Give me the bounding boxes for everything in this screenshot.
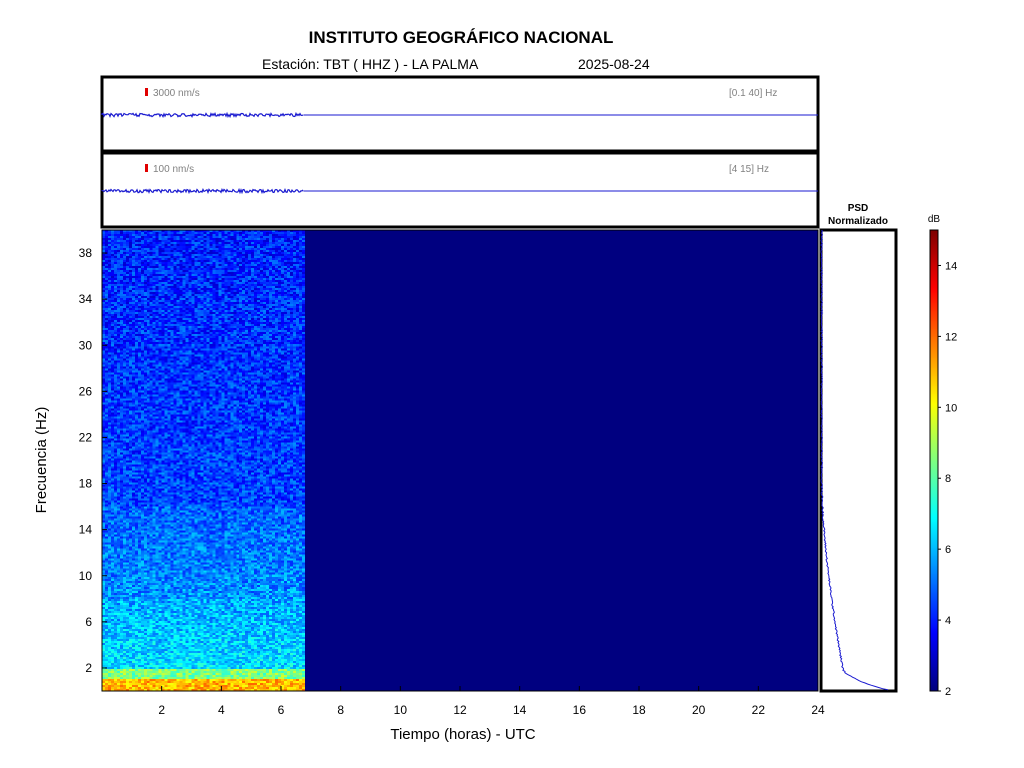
trace-panel-2: [100, 151, 820, 229]
x-tick-label: 8: [337, 703, 344, 717]
x-tick-label: 16: [573, 703, 587, 717]
x-tick-label: 6: [278, 703, 285, 717]
trace-panel-1: [100, 75, 820, 153]
trace-scale-bar-1: [145, 88, 148, 96]
trace-filter-label-2: [4 15] Hz: [729, 164, 769, 175]
colorbar-tick-label: 4: [945, 615, 951, 627]
y-axis-label: Frecuencia (Hz): [33, 407, 50, 514]
colorbar-tick-label: 2: [945, 686, 951, 698]
colorbar-tick-label: 10: [945, 402, 957, 414]
y-tick-label: 30: [79, 338, 93, 352]
y-tick-label: 26: [79, 384, 93, 398]
y-tick-label: 22: [79, 430, 93, 444]
x-tick-label: 2: [158, 703, 165, 717]
trace-filter-label-1: [0.1 40] Hz: [729, 88, 777, 99]
trace-signal-1: [101, 111, 304, 119]
colorbar-label: dB: [928, 214, 941, 225]
trace-scale-bar-2: [145, 164, 148, 172]
colorbar-tick-label: 8: [945, 473, 951, 485]
y-tick-label: 18: [79, 477, 93, 491]
y-tick-label: 34: [79, 292, 93, 306]
psd-panel: [819, 228, 898, 693]
x-tick-label: 22: [752, 703, 766, 717]
colorbar-gradient: [930, 230, 938, 691]
x-tick-label: 4: [218, 703, 225, 717]
colorbar-tick-label: 12: [945, 331, 957, 343]
psd-curve: [820, 229, 889, 691]
y-tick-label: 6: [85, 615, 92, 629]
x-tick-label: 14: [513, 703, 527, 717]
trace-signal-2: [101, 187, 304, 195]
x-tick-label: 10: [394, 703, 408, 717]
chart-title: INSTITUTO GEOGRÁFICO NACIONAL: [308, 28, 614, 47]
x-tick-label: 18: [632, 703, 646, 717]
x-tick-label: 20: [692, 703, 706, 717]
date-label: 2025-08-24: [578, 56, 650, 72]
spectrogram-heatmap: [102, 230, 818, 691]
colorbar-tick-label: 6: [945, 544, 951, 556]
psd-title: PSD: [848, 203, 869, 214]
y-tick-label: 2: [85, 661, 92, 675]
x-axis-label: Tiempo (horas) - UTC: [390, 726, 535, 743]
trace-scale-label-2: 100 nm/s: [153, 164, 194, 175]
y-tick-label: 38: [79, 246, 93, 260]
y-tick-label: 10: [79, 569, 93, 583]
y-tick-label: 14: [79, 523, 93, 537]
psd-subtitle: Normalizado: [828, 216, 888, 227]
colorbar-tick-label: 14: [945, 260, 957, 272]
spectrogram-frame: [101, 229, 819, 692]
x-tick-label: 12: [453, 703, 467, 717]
station-label: Estación: TBT ( HHZ ) - LA PALMA: [262, 56, 479, 72]
x-tick-label: 24: [811, 703, 825, 717]
trace-scale-label-1: 3000 nm/s: [153, 88, 200, 99]
colorbar-frame: [929, 229, 939, 692]
